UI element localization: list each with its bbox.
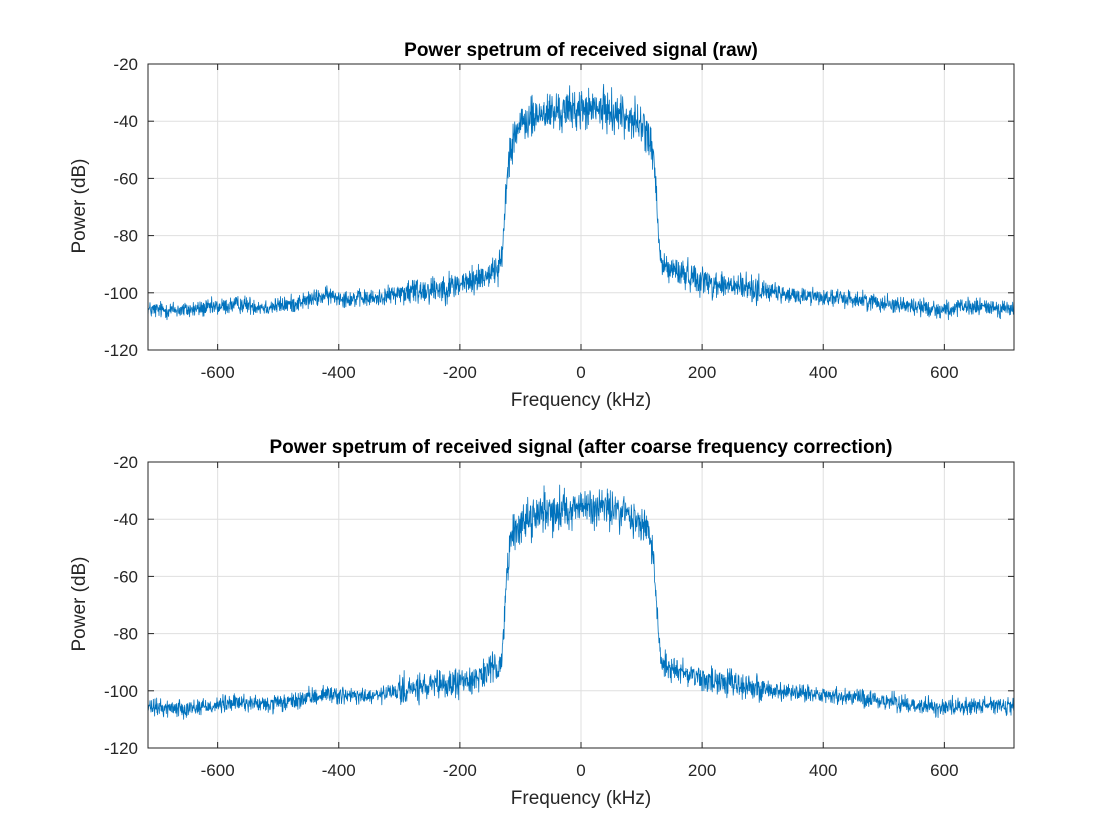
ticks: -600 -400 -200 0 200 400 600 -120 -100 -80 -60 -40 -… [104, 55, 1014, 382]
y-tick-label: -40 [113, 112, 138, 131]
chart-corrected-spectrum: Power spetrum of received signal (after … [69, 437, 1015, 809]
x-tick-label: 400 [809, 363, 837, 382]
chart-title: Power spetrum of received signal (raw) [404, 40, 758, 61]
y-tick-label: -60 [113, 567, 138, 586]
y-tick-label: -120 [104, 739, 138, 758]
x-tick-label: 400 [809, 761, 837, 780]
x-tick-label: -400 [322, 363, 356, 382]
x-tick-label: 200 [688, 761, 716, 780]
x-tick-label: -200 [443, 761, 477, 780]
y-tick-label: -20 [113, 55, 138, 74]
x-tick-label: -400 [322, 761, 356, 780]
x-tick-label: 0 [576, 761, 585, 780]
y-tick-label: -80 [113, 227, 138, 246]
y-tick-label: -40 [113, 510, 138, 529]
y-tick-label: -20 [113, 453, 138, 472]
x-tick-label: 0 [576, 363, 585, 382]
plot-area [147, 83, 1015, 321]
y-axis-label: Power (dB) [69, 556, 90, 651]
x-tick-label: -200 [443, 363, 477, 382]
x-tick-label: 200 [688, 363, 716, 382]
plot-area [147, 484, 1015, 720]
chart-title: Power spetrum of received signal (after … [270, 437, 893, 458]
x-tick-label: 600 [930, 761, 958, 780]
chart-raw-spectrum: Power spetrum of received signal (raw) F… [69, 40, 1015, 411]
y-tick-label: -80 [113, 625, 138, 644]
x-axis-label: Frequency (kHz) [511, 788, 651, 809]
y-tick-label: -60 [113, 169, 138, 188]
ticks: -600 -400 -200 0 200 400 600 -120 -100 -80 -60 -40 -… [104, 453, 1014, 780]
spectrum-series-line [147, 83, 1015, 321]
x-axis-label: Frequency (kHz) [511, 390, 651, 411]
y-tick-label: -100 [104, 284, 138, 303]
x-tick-label: -600 [201, 363, 235, 382]
x-tick-label: 600 [930, 363, 958, 382]
x-tick-label: -600 [201, 761, 235, 780]
y-axis-label: Power (dB) [69, 158, 90, 253]
spectrum-series-line [147, 484, 1015, 720]
y-tick-label: -100 [104, 682, 138, 701]
y-tick-label: -120 [104, 341, 138, 360]
